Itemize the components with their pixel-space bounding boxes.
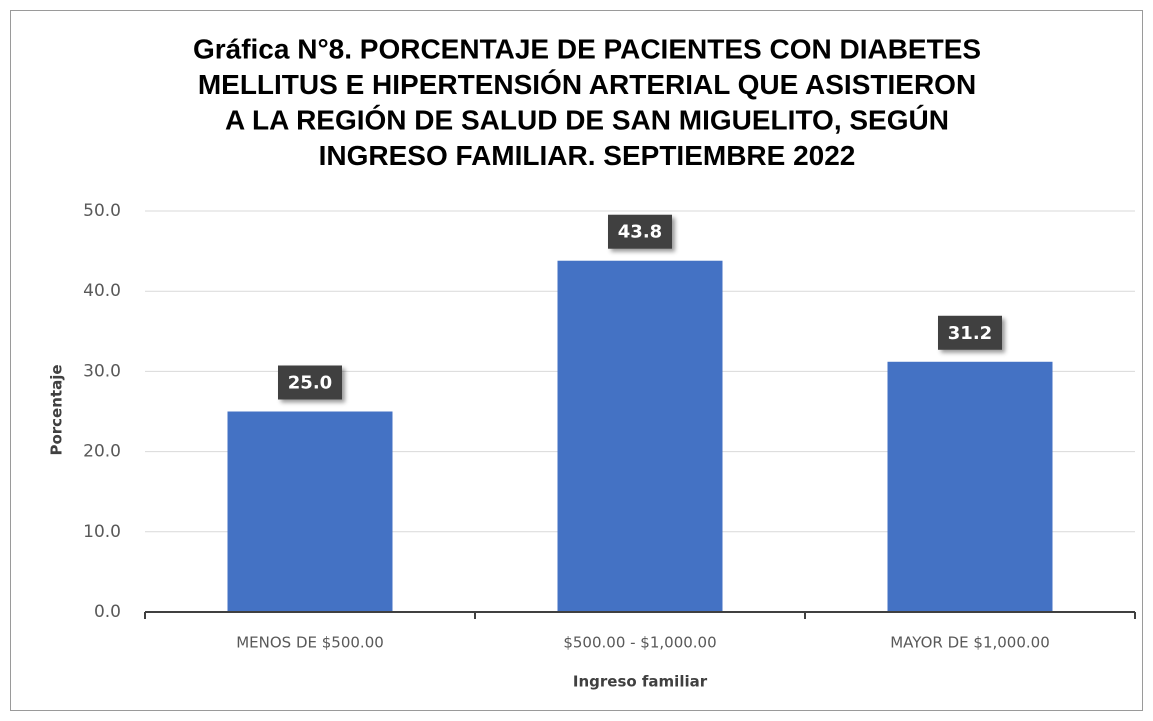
value-label: 25.0 bbox=[288, 373, 332, 394]
chart-title: MELLITUS E HIPERTENSIÓN ARTERIAL QUE ASI… bbox=[198, 69, 976, 100]
bar bbox=[887, 361, 1053, 612]
x-tick-label: MAYOR DE $1,000.00 bbox=[890, 634, 1050, 652]
y-tick-label: 50.0 bbox=[83, 201, 121, 221]
value-label-box bbox=[608, 214, 672, 249]
y-tick-label: 20.0 bbox=[83, 442, 121, 462]
chart-title: INGRESO FAMILIAR. SEPTIEMBRE 2022 bbox=[319, 140, 856, 171]
x-tick-label: MENOS DE $500.00 bbox=[236, 634, 384, 652]
chart-title: A LA REGIÓN DE SALUD DE SAN MIGUELITO, S… bbox=[225, 104, 949, 135]
y-tick-label: 30.0 bbox=[83, 361, 121, 381]
value-label-box bbox=[938, 315, 1002, 350]
y-tick-label: 10.0 bbox=[83, 522, 121, 542]
x-tick-label: $500.00 - $1,000.00 bbox=[563, 634, 716, 652]
chart-title: Gráfica N°8. PORCENTAJE DE PACIENTES CON… bbox=[193, 33, 981, 64]
value-label: 43.8 bbox=[618, 222, 662, 243]
value-label: 31.2 bbox=[948, 323, 992, 344]
y-axis-title: Porcentaje bbox=[48, 364, 66, 455]
y-tick-label: 40.0 bbox=[83, 281, 121, 301]
bar bbox=[227, 411, 393, 612]
y-tick-label: 0.0 bbox=[94, 602, 121, 622]
x-axis-title: Ingreso familiar bbox=[573, 673, 708, 691]
bar bbox=[557, 260, 723, 612]
value-label-box bbox=[278, 365, 342, 400]
